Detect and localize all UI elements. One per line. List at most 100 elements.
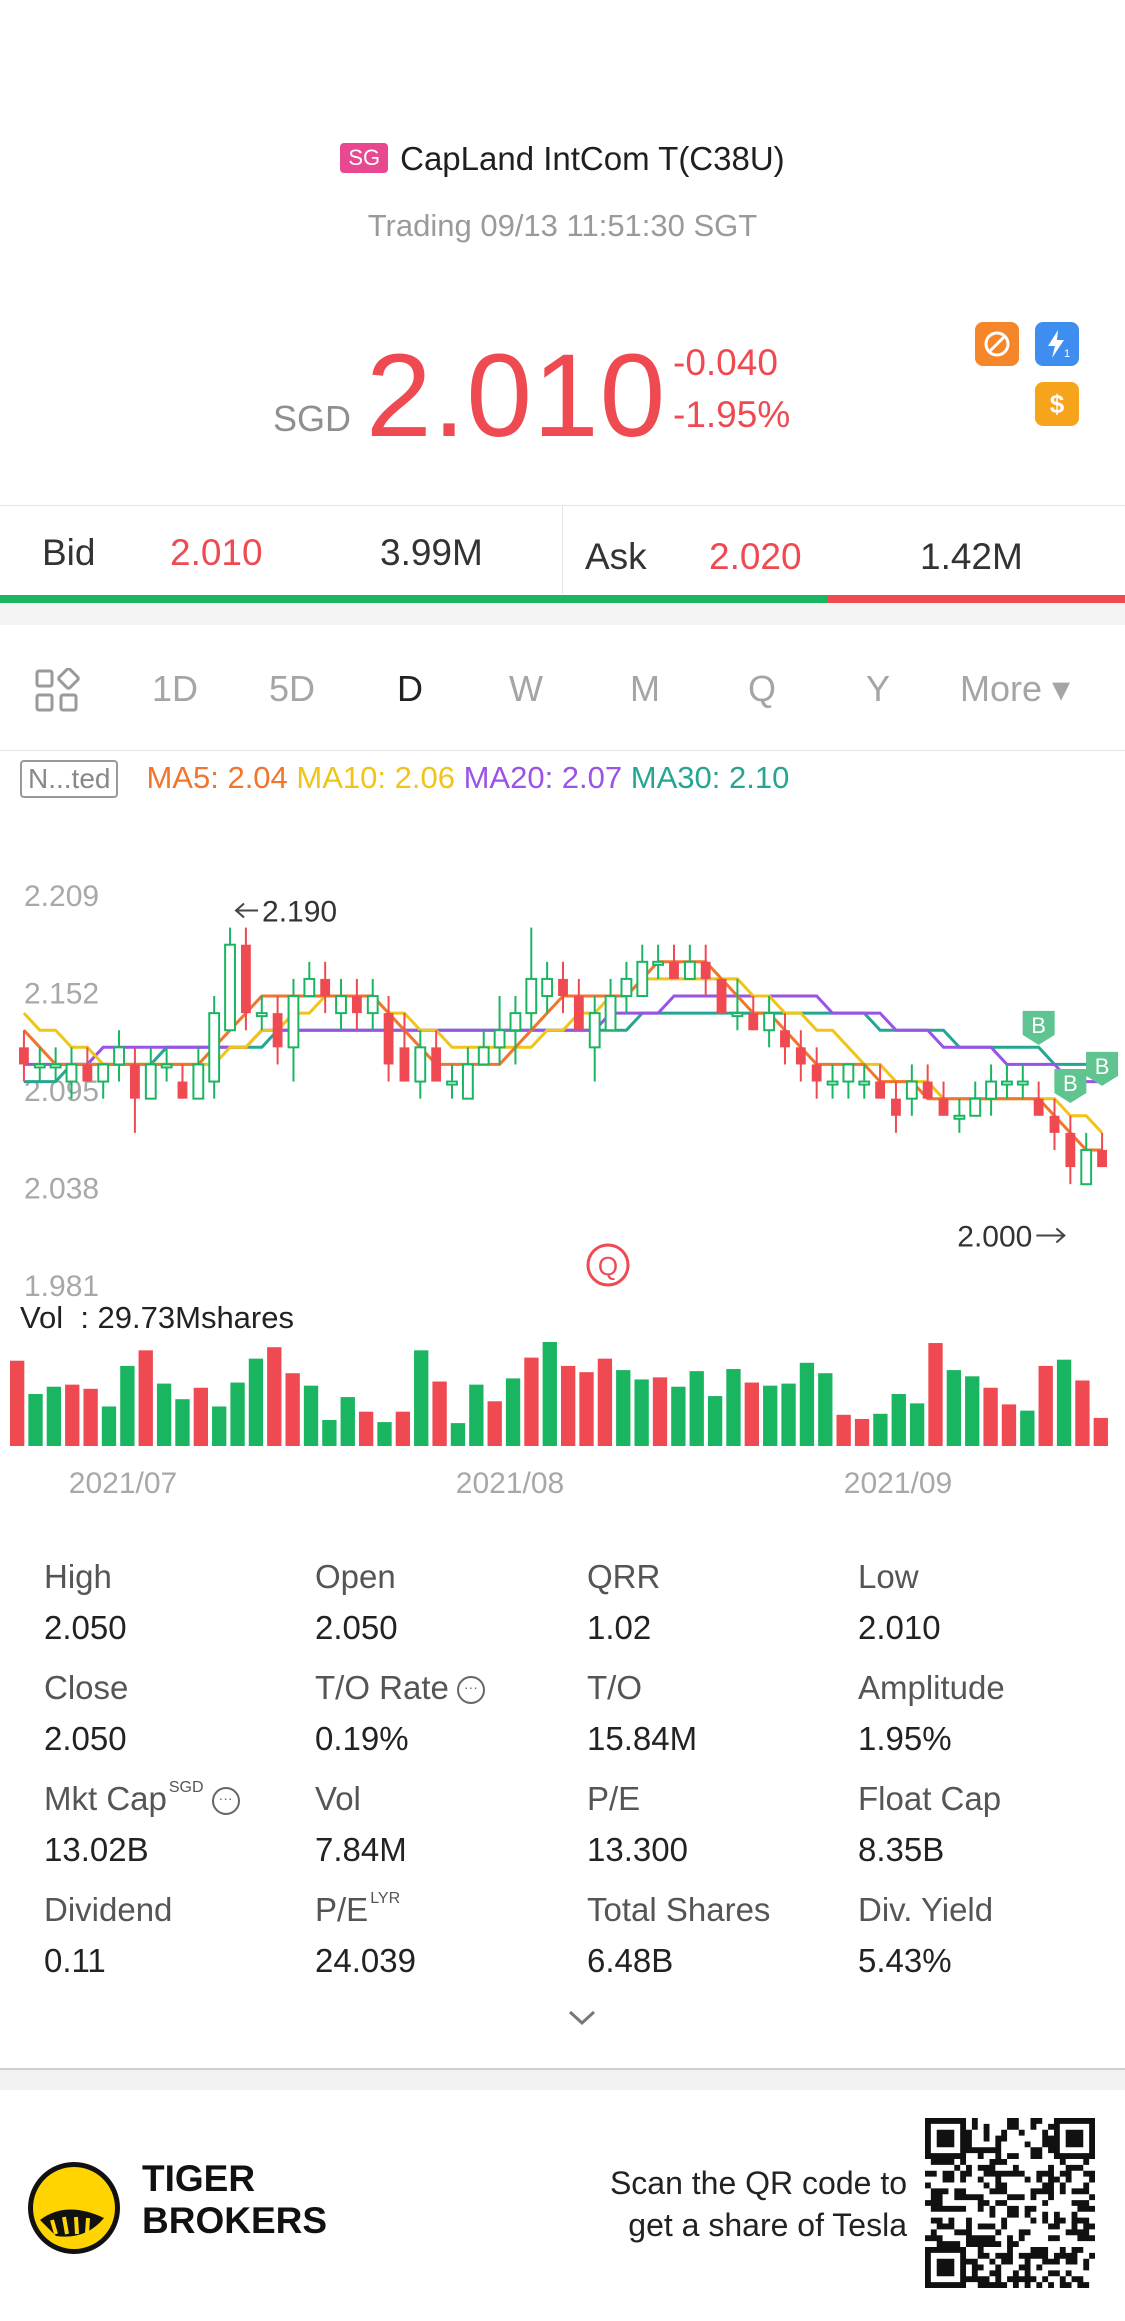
stat-label: T/O Rate ··· — [315, 1669, 485, 1707]
candle-body — [160, 1063, 173, 1069]
candle-body — [414, 1046, 427, 1083]
candle-body — [97, 1063, 110, 1083]
stat-label: Open — [315, 1558, 396, 1596]
divider — [0, 750, 1125, 751]
candle-body — [573, 996, 584, 1031]
more-info-icon[interactable]: ··· — [456, 1676, 485, 1705]
candle-body — [604, 995, 617, 1032]
volume-bar — [212, 1406, 227, 1446]
y-tick-label: 2.038 — [24, 1173, 99, 1206]
candle-body — [113, 1046, 125, 1066]
volume-bar — [322, 1420, 337, 1446]
volume-label: Vol : 29.73Mshares — [20, 1300, 294, 1335]
bid-label: Bid — [42, 532, 96, 573]
chevron-down-icon[interactable] — [566, 2008, 598, 2033]
candle-body — [875, 1081, 886, 1099]
stat-value: 1.02 — [587, 1609, 652, 1646]
adjust-selector[interactable]: N...ted — [20, 760, 119, 798]
buy-marker-label: B — [1031, 1013, 1046, 1038]
volume-bar — [377, 1422, 392, 1446]
stat-value: 2.050 — [44, 1720, 127, 1757]
candle-body — [65, 1063, 78, 1083]
volume-bar — [671, 1386, 686, 1446]
tab-w[interactable]: W — [509, 668, 543, 709]
tab-1d[interactable]: 1D — [151, 668, 199, 709]
candle-body — [588, 1012, 601, 1049]
promo-line-2: get a share of Tesla — [628, 2207, 907, 2243]
volume-bar — [10, 1360, 25, 1446]
volume-bar — [487, 1401, 502, 1446]
volume-bar — [836, 1414, 851, 1446]
trading-status: Trading 09/13 11:51:30 SGT — [367, 208, 758, 243]
volume-bar — [1075, 1380, 1090, 1446]
volume-bar — [561, 1365, 576, 1446]
lightning-badge-count: 1 — [1064, 348, 1070, 360]
candle-body — [240, 944, 251, 1014]
candle-body — [748, 1013, 759, 1031]
candle-body — [700, 961, 711, 979]
volume-bar — [28, 1394, 43, 1446]
candle-body — [224, 943, 236, 1032]
stat-label-text: Amplitude — [858, 1669, 1005, 1706]
more-info-icon[interactable]: ··· — [211, 1787, 240, 1816]
layout-grid-icon[interactable] — [34, 667, 80, 719]
lightning-icon[interactable]: 1 — [1035, 322, 1079, 366]
high-marker-label: 2.190 — [262, 896, 337, 929]
candle-body — [446, 1080, 458, 1086]
stat-label-text: Open — [315, 1558, 396, 1595]
candle-body — [509, 1012, 522, 1032]
volume-bar — [46, 1386, 62, 1446]
buy-marker-icon — [1086, 1051, 1119, 1086]
stat-label-text: Float Cap — [858, 1780, 1002, 1817]
candle-body — [1016, 1080, 1029, 1086]
tab-d[interactable]: D — [397, 668, 423, 709]
ma5-value: MA5: 2.04 — [146, 760, 288, 795]
candlestick-chart[interactable]: 2.2092.1522.0952.0381.9812.1902.000BBBQV… — [0, 840, 1125, 1500]
stat-superscript: LYR — [370, 1890, 401, 1907]
volume-bar — [414, 1350, 429, 1446]
promo-text: Scan the QR code to get a share of Tesla — [610, 2162, 907, 2246]
tab-5d[interactable]: 5D — [268, 668, 316, 709]
stat-label: Close — [44, 1669, 128, 1707]
volume-bar — [707, 1396, 723, 1446]
tab-more[interactable]: More ▾ — [959, 668, 1071, 709]
candle-body — [255, 1012, 268, 1018]
candle-body — [351, 996, 362, 1014]
no-shorting-icon[interactable] — [975, 322, 1019, 366]
volume-bar — [891, 1394, 906, 1446]
buy-marker-label: B — [1063, 1071, 1078, 1096]
volume-bar — [928, 1343, 943, 1446]
bid-volume-bar — [0, 595, 828, 603]
candle-body — [177, 1081, 188, 1099]
volume-bar — [542, 1342, 557, 1446]
candle-body — [731, 1012, 744, 1018]
candle-body — [431, 1047, 442, 1082]
last-price: 2.010 — [366, 330, 667, 462]
candle-body — [842, 1063, 855, 1083]
tab-q[interactable]: Q — [747, 668, 776, 709]
candle-body — [1080, 1148, 1093, 1186]
stat-label-text: P/E — [315, 1891, 369, 1928]
ask-price[interactable]: 2.020 — [709, 536, 802, 577]
volume-bar — [193, 1387, 208, 1446]
stat-label-text: Close — [44, 1669, 129, 1706]
dollar-icon[interactable]: $ — [1035, 382, 1079, 426]
candle-body — [525, 977, 538, 1015]
volume-bar — [340, 1397, 355, 1446]
stat-label: T/O — [587, 1669, 642, 1707]
volume-bar — [65, 1384, 80, 1446]
stat-label-text: T/O Rate — [315, 1669, 449, 1706]
q-marker-label: Q — [598, 1251, 618, 1281]
tab-m[interactable]: M — [630, 668, 660, 709]
ask-size: 1.42M — [920, 536, 1023, 577]
bid-price[interactable]: 2.010 — [170, 532, 263, 573]
stat-value: 1.95% — [858, 1720, 952, 1757]
volume-bar — [634, 1379, 649, 1446]
tab-y[interactable]: Y — [865, 668, 890, 709]
candle-body — [780, 1030, 790, 1048]
stat-label-text: T/O — [587, 1669, 642, 1706]
candle-body — [795, 1047, 806, 1065]
stat-label: Dividend — [44, 1891, 172, 1929]
brand-name: TIGER BROKERS — [142, 2158, 327, 2242]
market-badge: SG — [340, 143, 389, 174]
